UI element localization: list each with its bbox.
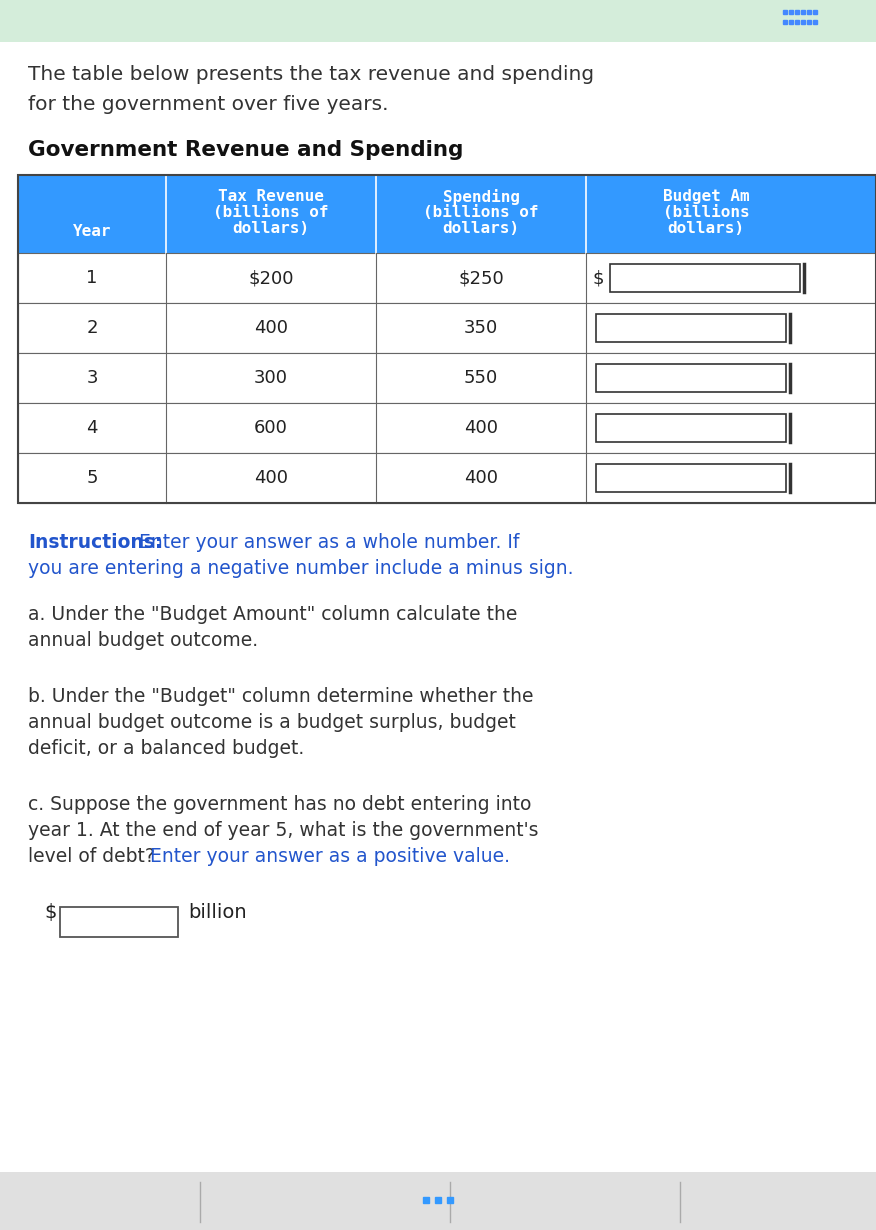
Text: $: $: [44, 903, 56, 922]
Text: 400: 400: [464, 469, 498, 487]
Text: 1: 1: [87, 269, 98, 287]
Text: level of debt?: level of debt?: [28, 847, 155, 866]
Bar: [18, 175, 876, 503]
Text: 3: 3: [86, 369, 98, 387]
Bar: [596, 364, 786, 392]
Text: 5: 5: [86, 469, 98, 487]
Text: c. Suppose the government has no debt entering into: c. Suppose the government has no debt en…: [28, 795, 532, 814]
Bar: [18, 453, 876, 503]
Text: dollars): dollars): [668, 221, 745, 236]
Text: Government Revenue and Spending: Government Revenue and Spending: [28, 140, 463, 160]
Text: Year: Year: [73, 224, 111, 239]
Bar: [18, 175, 876, 253]
Bar: [0, 1172, 876, 1230]
Bar: [596, 464, 786, 492]
Text: dollars): dollars): [442, 221, 519, 236]
Text: b. Under the "Budget" column determine whether the: b. Under the "Budget" column determine w…: [28, 688, 533, 706]
Text: Instructions:: Instructions:: [28, 533, 162, 552]
Text: 400: 400: [464, 419, 498, 437]
Text: $: $: [592, 269, 604, 287]
Text: for the government over five years.: for the government over five years.: [28, 95, 388, 114]
Text: 4: 4: [86, 419, 98, 437]
Text: (billions: (billions: [662, 205, 749, 220]
Bar: [0, 0, 876, 42]
Text: (billions of: (billions of: [213, 205, 328, 220]
Text: 550: 550: [464, 369, 498, 387]
Text: a. Under the "Budget Amount" column calculate the: a. Under the "Budget Amount" column calc…: [28, 605, 518, 624]
Bar: [18, 253, 876, 303]
Text: 400: 400: [254, 319, 288, 337]
Text: 400: 400: [254, 469, 288, 487]
Text: Spending: Spending: [442, 189, 519, 205]
Text: $250: $250: [458, 269, 504, 287]
Bar: [610, 264, 800, 292]
Text: billion: billion: [188, 903, 247, 922]
Text: year 1. At the end of year 5, what is the government's: year 1. At the end of year 5, what is th…: [28, 820, 539, 840]
Bar: [18, 403, 876, 453]
Bar: [18, 303, 876, 353]
Text: Budget Am: Budget Am: [662, 189, 749, 204]
Text: Enter your answer as a whole number. If: Enter your answer as a whole number. If: [133, 533, 519, 552]
Bar: [60, 907, 178, 937]
Bar: [596, 314, 786, 342]
Text: 2: 2: [86, 319, 98, 337]
Text: 600: 600: [254, 419, 288, 437]
Text: $200: $200: [248, 269, 293, 287]
Text: Tax Revenue: Tax Revenue: [218, 189, 324, 204]
Text: deficit, or a balanced budget.: deficit, or a balanced budget.: [28, 739, 304, 758]
Text: The table below presents the tax revenue and spending: The table below presents the tax revenue…: [28, 65, 594, 84]
Bar: [596, 415, 786, 442]
Text: Enter your answer as a positive value.: Enter your answer as a positive value.: [144, 847, 510, 866]
Text: 350: 350: [464, 319, 498, 337]
Text: annual budget outcome.: annual budget outcome.: [28, 631, 258, 649]
Text: annual budget outcome is a budget surplus, budget: annual budget outcome is a budget surplu…: [28, 713, 516, 732]
Text: (billions of: (billions of: [423, 205, 539, 220]
Text: 300: 300: [254, 369, 288, 387]
Text: dollars): dollars): [232, 221, 309, 236]
Text: you are entering a negative number include a minus sign.: you are entering a negative number inclu…: [28, 558, 574, 578]
Bar: [18, 353, 876, 403]
